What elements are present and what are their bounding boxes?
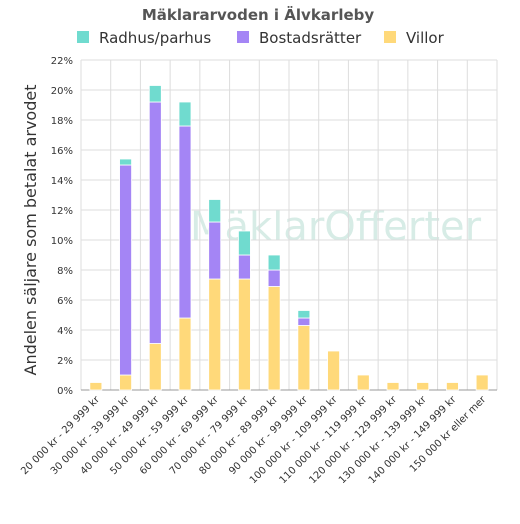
bar-segment-villor — [386, 382, 400, 391]
y-tick-label: 22% — [51, 56, 73, 67]
bar-segment-bostadsr-tter — [178, 125, 192, 319]
bar-segment-bostadsr-tter — [238, 254, 251, 280]
bar-segment-radhus-parhus — [119, 158, 132, 166]
legend-label: Villor — [406, 29, 445, 47]
bar-segment-radhus-parhus — [297, 310, 311, 319]
y-tick-label: 14% — [51, 176, 73, 187]
bar-segment-bostadsr-tter — [297, 317, 311, 326]
y-axis-ticks: 0% 2% 4% 6% 8% 10% 12% 14% 16% 18% 20% 22% — [51, 56, 73, 397]
legend-swatch — [384, 31, 396, 43]
bar-segment-bostadsr-tter — [148, 101, 162, 344]
bar-segment-radhus-parhus — [148, 85, 162, 103]
y-tick-label: 12% — [51, 206, 73, 217]
legend-label: Radhus/parhus — [99, 29, 211, 47]
bar-segment-villor — [238, 278, 251, 391]
bar-segment-villor — [119, 374, 132, 391]
bar-segment-villor — [475, 374, 489, 391]
bar-segment-bostadsr-tter — [267, 269, 281, 287]
bar-segment-radhus-parhus — [238, 230, 251, 256]
bar-segment-bostadsr-tter — [119, 164, 132, 376]
y-tick-label: 10% — [51, 236, 73, 247]
bar-segment-radhus-parhus — [178, 101, 192, 127]
bar-segment-villor — [327, 350, 340, 391]
legend-swatch — [77, 31, 89, 43]
bar-segment-villor — [267, 286, 281, 391]
bar-segment-villor — [148, 343, 162, 391]
y-axis-title: Andelen säljare som betalat arvodet — [21, 85, 40, 376]
legend: Radhus/parhus Bostadsrätter Villor — [77, 29, 445, 47]
bars — [89, 85, 489, 391]
bar-segment-villor — [356, 374, 370, 391]
legend-label: Bostadsrätter — [259, 29, 362, 47]
y-tick-label: 4% — [57, 326, 73, 337]
bar-segment-villor — [446, 382, 459, 391]
bar-segment-villor — [178, 317, 192, 391]
y-tick-label: 8% — [57, 266, 73, 277]
chart-title: Mäklararvoden i Älvkarleby — [142, 5, 375, 24]
y-tick-label: 18% — [51, 116, 73, 127]
y-tick-label: 0% — [57, 386, 73, 397]
bar-segment-villor — [89, 382, 103, 391]
bar-segment-radhus-parhus — [267, 254, 281, 271]
y-tick-label: 2% — [57, 356, 73, 367]
bar-segment-radhus-parhus — [208, 199, 222, 223]
y-tick-label: 20% — [51, 86, 73, 97]
bar-segment-villor — [208, 278, 222, 391]
y-tick-label: 6% — [57, 296, 73, 307]
bar-segment-villor — [416, 382, 430, 391]
legend-swatch — [237, 31, 249, 43]
bar-segment-villor — [297, 325, 311, 391]
y-tick-label: 16% — [51, 146, 73, 157]
bar-segment-bostadsr-tter — [208, 221, 222, 280]
